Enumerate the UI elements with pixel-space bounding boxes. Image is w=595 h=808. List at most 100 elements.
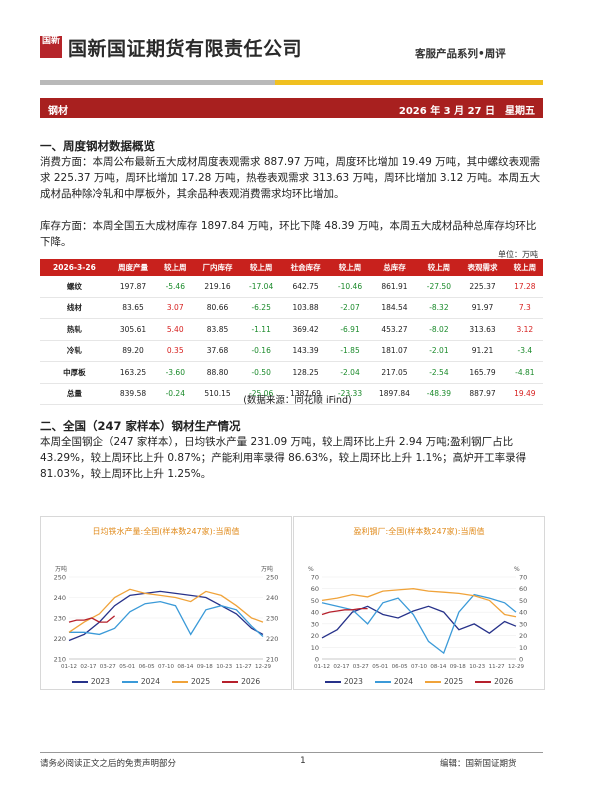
category-band: 钢材 2026 年 3 月 27 日 星期五 bbox=[40, 98, 543, 118]
y-tick-label: 220 bbox=[266, 635, 278, 643]
table-row: 冷轧 89.20 0.35 37.68 -0.16 143.39 -1.85 181.07 -2… bbox=[40, 340, 543, 362]
chart-title: 日均铁水产量:全国(样本数247家):当周值 bbox=[92, 527, 240, 536]
table-row: 总量 839.58 -0.24 510.15 -25.06 1387.69 -23.33 18… bbox=[40, 383, 543, 405]
legend-item: 2024 bbox=[121, 677, 160, 686]
table-cell: -1.85 bbox=[330, 340, 370, 362]
table-row: 螺纹 197.87 -5.46 219.16 -17.04 642.75 -10.46 861… bbox=[40, 276, 543, 298]
table-cell: -0.24 bbox=[157, 383, 194, 405]
table-cell: 7.3 bbox=[506, 297, 543, 319]
table-header-cell: 厂内库存 bbox=[193, 259, 242, 276]
legend-item: 2026 bbox=[475, 677, 513, 686]
series-line-2024 bbox=[69, 600, 264, 637]
x-tick-label: 11-27 bbox=[236, 664, 252, 670]
table-cell: 453.27 bbox=[369, 318, 420, 341]
y-axis-unit: % bbox=[514, 566, 520, 573]
x-tick-label: 08-14 bbox=[177, 664, 193, 670]
y-tick-label: 40 bbox=[519, 609, 527, 617]
table-header-cell: 总库存 bbox=[369, 259, 420, 276]
series-line-2025 bbox=[321, 588, 517, 618]
x-tick-label: 08-14 bbox=[430, 664, 446, 670]
x-tick-label: 02-17 bbox=[80, 664, 96, 670]
table-cell: -25.06 bbox=[241, 383, 281, 405]
y-tick-label: 40 bbox=[311, 609, 319, 617]
table-cell: -2.54 bbox=[419, 361, 459, 384]
table-cell: -27.50 bbox=[419, 276, 459, 298]
x-tick-label: 05-01 bbox=[119, 664, 135, 670]
table-header-cell: 较上周 bbox=[241, 259, 281, 276]
x-tick-label: 09-18 bbox=[450, 664, 466, 670]
header-divider-gold bbox=[275, 80, 543, 85]
y-tick-label: 210 bbox=[266, 656, 278, 664]
table-row-header: 总量 bbox=[40, 383, 109, 405]
table-header-cell: 较上周 bbox=[157, 259, 194, 276]
table-cell: 83.65 bbox=[108, 297, 158, 319]
legend-item: 2025 bbox=[425, 677, 463, 686]
y-tick-label: 220 bbox=[54, 635, 66, 643]
production-paragraph: 本周全国钢企（247 家样本），日均铁水产量 231.09 万吨，较上周环比上升… bbox=[40, 436, 527, 480]
y-tick-label: 60 bbox=[311, 585, 319, 593]
legend-item: 2023 bbox=[324, 677, 363, 686]
y-tick-label: 60 bbox=[519, 585, 527, 593]
table-cell: 19.49 bbox=[506, 383, 543, 405]
x-tick-label: 06-05 bbox=[392, 664, 408, 670]
chart-legend: 2023 2024 2025 2026 bbox=[41, 677, 291, 686]
table-cell: 839.58 bbox=[108, 383, 158, 405]
y-tick-label: 70 bbox=[311, 574, 319, 582]
y-tick-label: 240 bbox=[266, 594, 278, 602]
table-cell: 83.85 bbox=[193, 318, 242, 341]
table-cell: 91.21 bbox=[458, 340, 507, 362]
table-row-header: 螺纹 bbox=[40, 276, 109, 298]
y-tick-label: 20 bbox=[311, 632, 319, 640]
table-cell: -5.46 bbox=[157, 276, 194, 298]
table-cell: 861.91 bbox=[369, 276, 420, 298]
y-tick-label: 10 bbox=[519, 644, 527, 652]
table-cell: -6.25 bbox=[241, 297, 281, 319]
series-line-2026 bbox=[68, 615, 116, 623]
x-tick-label: 10-23 bbox=[216, 664, 232, 670]
table-cell: -17.04 bbox=[241, 276, 281, 298]
table-cell: -2.07 bbox=[330, 297, 370, 319]
y-tick-label: 50 bbox=[311, 597, 319, 605]
x-tick-label: 07-10 bbox=[158, 664, 174, 670]
table-cell: -2.04 bbox=[330, 361, 370, 384]
table-header-cell: 社会库存 bbox=[280, 259, 331, 276]
y-tick-label: 0 bbox=[519, 656, 523, 664]
table-cell: 313.63 bbox=[458, 318, 507, 341]
y-tick-label: 30 bbox=[311, 620, 319, 628]
table-cell: 5.40 bbox=[157, 318, 194, 341]
table-cell: -48.39 bbox=[419, 383, 459, 405]
table-cell: 181.07 bbox=[369, 340, 420, 362]
company-logo-icon: 国新 bbox=[40, 36, 62, 58]
table-row: 热轧 305.61 5.40 83.85 -1.11 369.42 -6.91 453.27-… bbox=[40, 318, 543, 341]
legend-item: 2023 bbox=[71, 677, 110, 686]
table-row-header: 冷轧 bbox=[40, 340, 109, 362]
x-tick-label: 10-23 bbox=[469, 664, 485, 670]
table-cell: 225.37 bbox=[458, 276, 507, 298]
chart-legend: 2023 2024 2025 2026 bbox=[294, 677, 544, 686]
y-tick-label: 50 bbox=[519, 597, 527, 605]
table-row-header: 热轧 bbox=[40, 318, 109, 341]
table-cell: 163.25 bbox=[108, 361, 158, 384]
company-name: 国新国证期货有限责任公司 bbox=[68, 38, 303, 60]
y-tick-label: 20 bbox=[519, 632, 527, 640]
table-cell: -8.02 bbox=[419, 318, 459, 341]
table-header-row: 2026-3-26 周度产量 较上周 厂内库存 较上周 社会库存 较上周 总库存… bbox=[40, 259, 543, 276]
y-tick-label: 250 bbox=[54, 574, 66, 582]
y-tick-label: 240 bbox=[54, 594, 66, 602]
table-header-cell: 周度产量 bbox=[108, 259, 158, 276]
table-header-cell: 表观需求 bbox=[458, 259, 507, 276]
x-tick-label: 12-29 bbox=[255, 664, 271, 670]
table-header-cell: 较上周 bbox=[506, 259, 543, 276]
series-line-2026 bbox=[321, 607, 368, 616]
table-cell: 143.39 bbox=[280, 340, 331, 362]
table-cell: 1897.84 bbox=[369, 383, 420, 405]
y-tick-label: 0 bbox=[315, 656, 319, 664]
table-row: 中厚板 163.25 -3.60 88.80 -0.50 128.25 -2.04 217.0… bbox=[40, 361, 543, 384]
table-header-cell: 较上周 bbox=[330, 259, 370, 276]
table-cell: 80.66 bbox=[193, 297, 242, 319]
series-line-2023 bbox=[321, 605, 517, 639]
editor-note: 编辑：国新国证期货 bbox=[440, 759, 517, 769]
y-tick-label: 70 bbox=[519, 574, 527, 582]
table-cell: 103.88 bbox=[280, 297, 331, 319]
series-line-2024 bbox=[321, 593, 517, 655]
